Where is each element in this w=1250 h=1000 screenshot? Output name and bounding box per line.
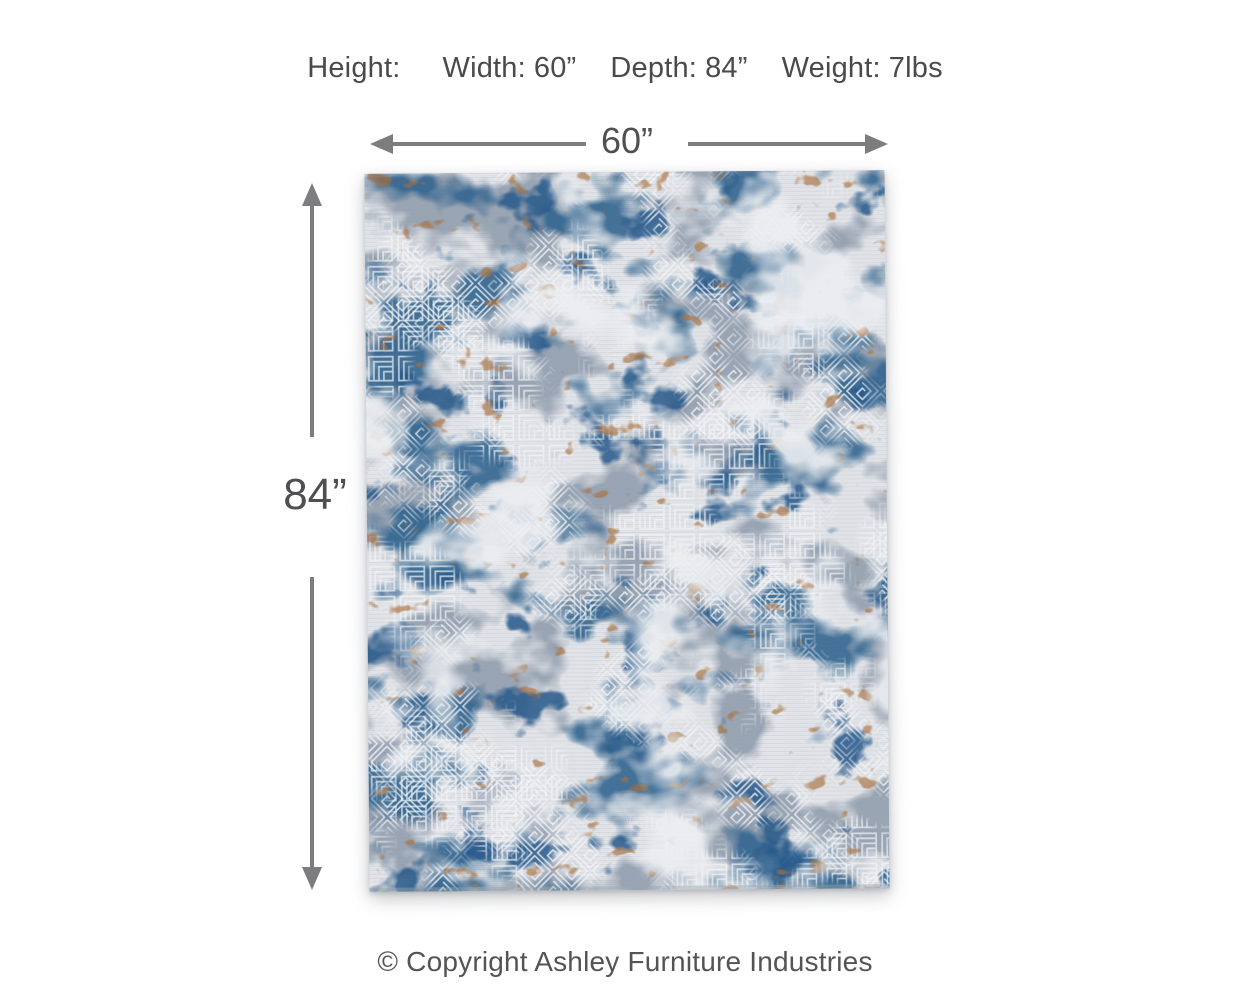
spec-depth-label: Depth: (610, 52, 698, 84)
spec-weight: Weight: 7lbs (782, 52, 943, 85)
spec-width-value: 60” (533, 52, 577, 84)
height-dimension-label: 84” (283, 470, 347, 519)
rug-product-image (364, 170, 890, 892)
width-arrow-right-icon (688, 133, 888, 155)
arrow-line (688, 142, 865, 146)
arrowhead-right (865, 134, 888, 154)
spec-width: Width: 60” (443, 52, 577, 85)
spec-depth-value: 84” (705, 52, 748, 84)
height-arrow-down-icon (301, 577, 323, 890)
arrowhead-down (302, 867, 322, 890)
arrowhead-up (302, 183, 322, 206)
spec-width-label: Width: (442, 52, 526, 84)
spec-line: Height: Width: 60” Depth: 84” Weight: 7l… (0, 52, 1250, 85)
width-dimension-label: 60” (600, 120, 654, 161)
spec-height-label: Height: (307, 52, 401, 84)
arrowhead-left (370, 134, 393, 154)
arrow-line (310, 206, 314, 437)
spec-weight-label: Weight: (781, 52, 881, 84)
spec-weight-value: 7lbs (888, 52, 943, 84)
arrow-line (310, 577, 314, 867)
height-arrow-up-icon (301, 183, 323, 437)
spec-depth: Depth: 84” (610, 52, 747, 85)
width-arrow-left-icon (370, 133, 586, 155)
spec-height: Height: (307, 52, 408, 85)
copyright-text: © Copyright Ashley Furniture Industries (377, 946, 873, 977)
arrow-line (393, 142, 586, 146)
